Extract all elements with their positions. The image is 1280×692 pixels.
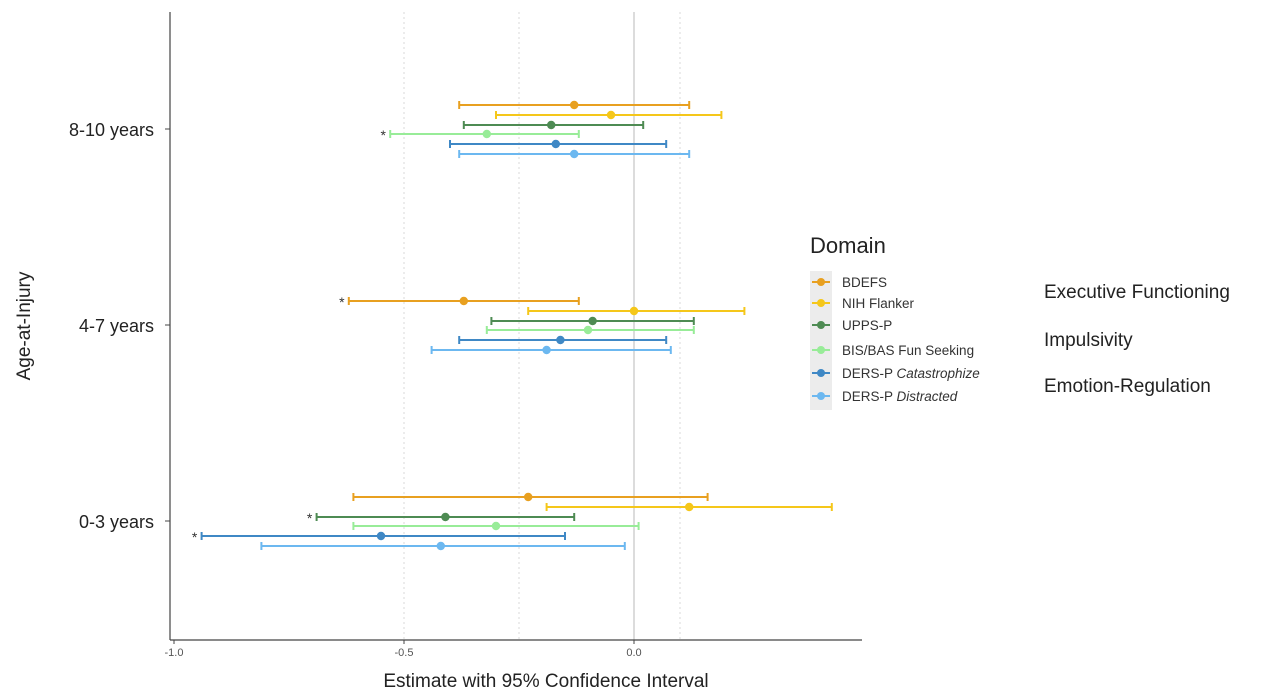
error-bar <box>430 345 672 355</box>
error-bar <box>545 502 833 512</box>
error-bar <box>490 316 695 326</box>
estimate-point <box>570 100 579 110</box>
significance-marker: * <box>380 127 386 143</box>
domain-group-label: Executive Functioning <box>1044 282 1230 303</box>
error-bar <box>462 120 645 130</box>
error-bar <box>458 100 691 110</box>
legend-label: NIH Flanker <box>842 296 915 311</box>
legend-label-italic: Catastrophize <box>897 366 980 381</box>
legend-key-point <box>817 299 825 307</box>
error-bar <box>260 541 626 551</box>
legend-label-italic: Distracted <box>897 389 958 404</box>
domain-group-label: Emotion-Regulation <box>1044 376 1211 397</box>
legend-label: BDEFS <box>842 275 887 290</box>
legend-label: DERS-P Catastrophize <box>842 366 980 381</box>
legend-key-point <box>817 278 825 286</box>
estimate-point <box>606 110 616 120</box>
legend-key-point <box>817 346 825 354</box>
estimate-point <box>459 296 468 306</box>
estimate-point <box>583 325 593 335</box>
error-bar <box>352 492 709 502</box>
axes-layer: -1.0 -0.5 0.0 8-10 years 4-7 years 0-3 years E… <box>14 12 862 692</box>
error-bar <box>527 306 746 316</box>
error-bar <box>449 139 668 149</box>
significance-marker: * <box>339 294 345 310</box>
estimate-point <box>547 120 556 130</box>
legend-entry: DERS-P Catastrophize <box>812 366 980 381</box>
legend-label: UPPS-P <box>842 318 892 333</box>
estimate-point <box>542 345 551 355</box>
estimate-point <box>376 531 386 541</box>
y-tick-label: 0-3 years <box>79 512 154 532</box>
error-bar <box>458 149 691 159</box>
estimate-point <box>524 492 533 502</box>
legend-key-point <box>817 321 825 329</box>
legend-label: DERS-P Distracted <box>842 389 958 404</box>
significance-marker: * <box>192 529 198 545</box>
error-bar <box>352 521 640 531</box>
estimate-point <box>551 139 560 149</box>
legend-entry: UPPS-P <box>812 318 892 333</box>
error-bar <box>495 110 723 120</box>
estimate-point <box>588 316 597 326</box>
error-bar <box>485 325 695 335</box>
legend-key-background <box>810 271 832 410</box>
legend-entry: DERS-P Distracted <box>812 389 958 404</box>
estimate-point <box>436 541 445 551</box>
legend-label-plain: DERS-P <box>842 366 897 381</box>
estimate-point <box>491 521 501 531</box>
y-tick-label: 4-7 years <box>79 316 154 336</box>
estimate-point <box>685 502 694 512</box>
legend-label-plain: DERS-P <box>842 389 897 404</box>
y-axis-title: Age-at-Injury <box>14 271 35 380</box>
legend-key-point <box>817 392 825 400</box>
x-axis-title: Estimate with 95% Confidence Interval <box>383 671 708 692</box>
estimate-point <box>556 335 565 345</box>
legend-title: Domain <box>810 233 886 258</box>
x-tick-label: -0.5 <box>395 647 414 659</box>
significance-marker: * <box>307 510 313 526</box>
estimate-point <box>441 512 450 522</box>
estimate-point <box>629 306 639 316</box>
estimate-point <box>570 149 579 159</box>
marks-layer: * * * * <box>192 100 833 551</box>
estimate-point <box>482 129 491 139</box>
legend-entry: BDEFS <box>812 275 887 290</box>
legend-label: BIS/BAS Fun Seeking <box>842 343 974 358</box>
domain-group-label: Impulsivity <box>1044 330 1133 351</box>
legend-entry: NIH Flanker <box>812 296 915 311</box>
x-tick-label: -1.0 <box>165 647 184 659</box>
grid-layer <box>403 12 681 640</box>
error-bar <box>458 335 668 345</box>
error-bar: * <box>380 127 580 143</box>
error-bar: * <box>192 529 566 545</box>
error-bar: * <box>307 510 576 526</box>
legend-key-point <box>817 369 825 377</box>
legend-entry: BIS/BAS Fun Seeking <box>812 343 974 358</box>
error-bar: * <box>339 294 580 310</box>
x-tick-label: 0.0 <box>626 647 641 659</box>
legend: Domain BDEFS NIH Flanker UPPS-P BIS/BAS Fun … <box>810 233 1230 410</box>
y-tick-label: 8-10 years <box>69 120 154 140</box>
